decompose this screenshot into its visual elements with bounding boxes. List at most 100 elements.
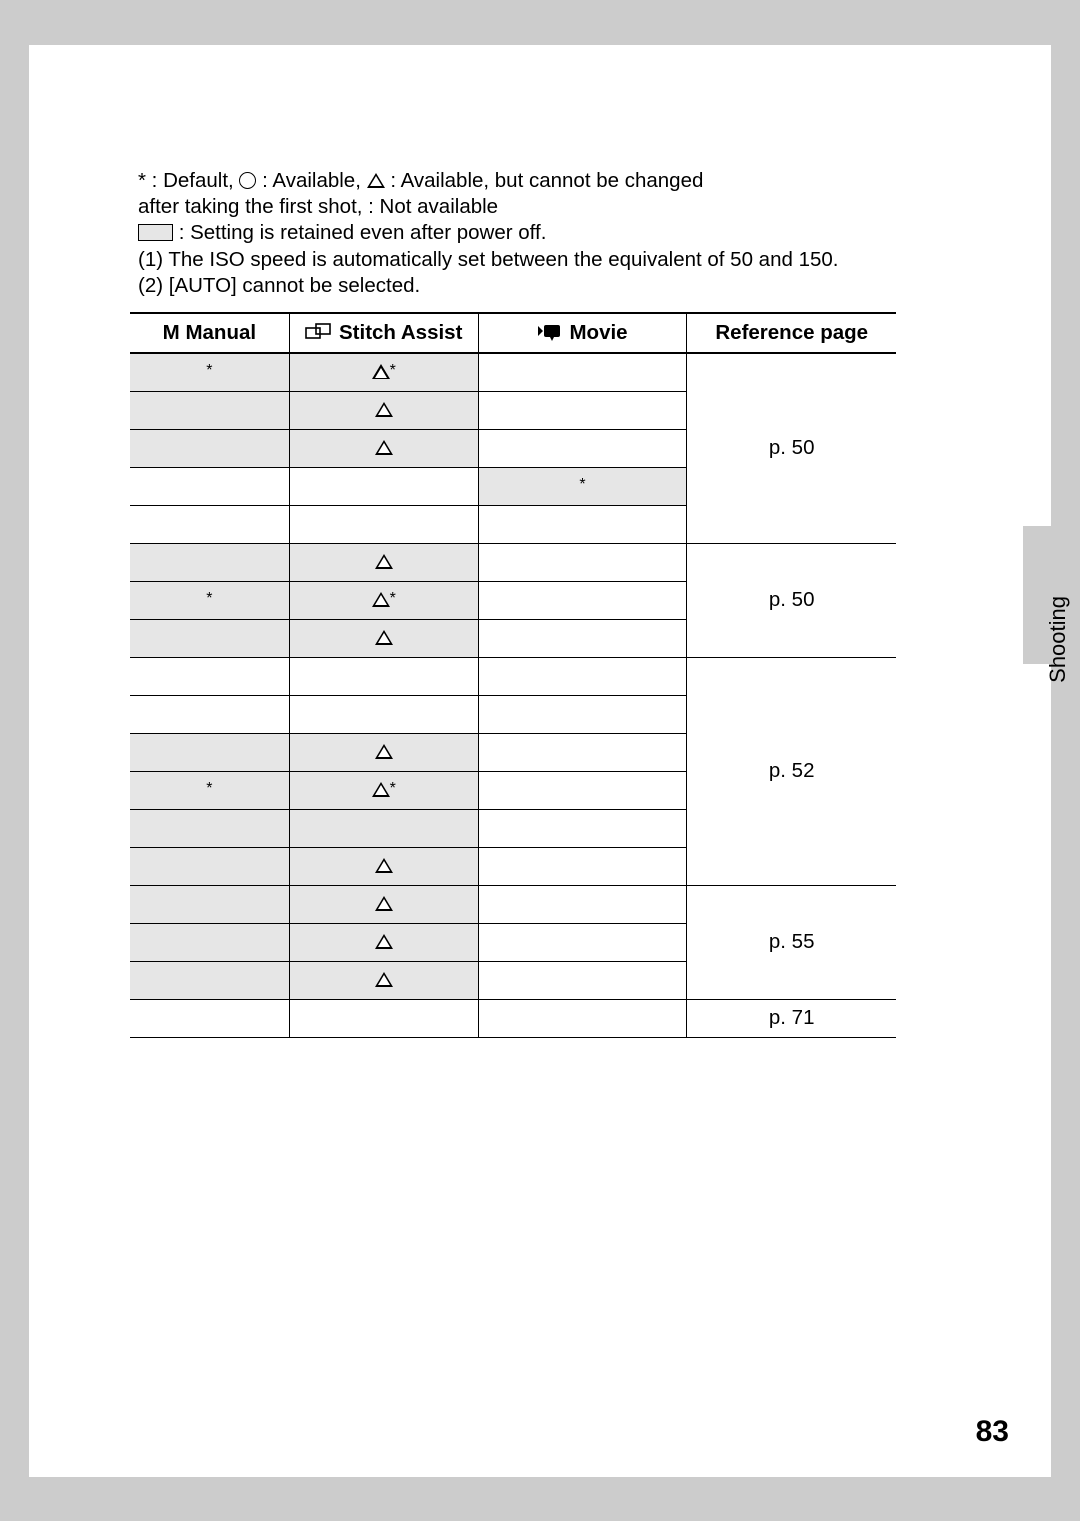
table-row: p. 52: [130, 657, 896, 695]
legend-line-3: : Setting is retained even after power o…: [138, 220, 843, 246]
cell-reference: p. 71: [687, 999, 896, 1037]
cell-stitch: [289, 619, 478, 657]
manual-mode-icon: M: [163, 321, 186, 344]
cell-movie: [478, 771, 687, 809]
page: * : Default, : Available, : Available, b…: [29, 45, 1051, 1477]
movie-icon: [537, 323, 563, 341]
cell-movie: [478, 429, 687, 467]
cell-stitch: *: [289, 581, 478, 619]
cell-movie: [478, 657, 687, 695]
header-text: Manual: [185, 321, 256, 344]
cell-manual: [130, 467, 289, 505]
cell-manual: [130, 543, 289, 581]
legend-text: : Available,: [262, 169, 366, 192]
legend-line-2: after taking the first shot, : Not avail…: [138, 194, 843, 220]
cell-manual: [130, 695, 289, 733]
reference-table: M Manual Stitch Assist Movie: [130, 312, 896, 1038]
header-reference: Reference page: [687, 313, 896, 353]
star-icon: *: [579, 476, 585, 493]
table-header-row: M Manual Stitch Assist Movie: [130, 313, 896, 353]
cell-movie: [478, 505, 687, 543]
star-icon: *: [390, 780, 396, 797]
cell-stitch: [289, 657, 478, 695]
cell-movie: [478, 353, 687, 391]
cell-stitch: *: [289, 353, 478, 391]
cell-movie: [478, 391, 687, 429]
star-icon: *: [206, 780, 212, 797]
note-1: (1) The ISO speed is automatically set b…: [138, 247, 843, 273]
triangle-icon: [375, 554, 393, 569]
cell-stitch: [289, 543, 478, 581]
legend-text: : Available, but cannot be changed: [390, 169, 703, 192]
triangle-icon: [375, 858, 393, 873]
cell-reference: p. 50: [687, 543, 896, 657]
legend-text: : Setting is retained even after power o…: [179, 221, 547, 244]
triangle-icon: [375, 972, 393, 987]
cell-movie: [478, 581, 687, 619]
side-tab-label: Shooting: [1045, 596, 1071, 683]
cell-manual: *: [130, 581, 289, 619]
header-stitch: Stitch Assist: [289, 313, 478, 353]
star-icon: *: [390, 362, 396, 379]
triangle-icon: [375, 630, 393, 645]
header-text: Movie: [569, 321, 627, 344]
triangle-icon: [367, 173, 385, 188]
cell-stitch: [289, 885, 478, 923]
legend-line-1: * : Default, : Available, : Available, b…: [138, 168, 843, 194]
cell-manual: *: [130, 353, 289, 391]
circle-icon: [239, 172, 256, 189]
triangle-icon: [372, 592, 390, 607]
table-row: p. 50: [130, 543, 896, 581]
cell-reference: p. 55: [687, 885, 896, 999]
cell-movie: [478, 961, 687, 999]
star-icon: *: [206, 590, 212, 607]
cell-movie: [478, 885, 687, 923]
table-row: p. 55: [130, 885, 896, 923]
table-row: p. 71: [130, 999, 896, 1037]
table-row: **p. 50: [130, 353, 896, 391]
header-manual: M Manual: [130, 313, 289, 353]
cell-manual: [130, 505, 289, 543]
cell-stitch: *: [289, 771, 478, 809]
stitch-assist-icon: [305, 323, 333, 341]
cell-manual: [130, 429, 289, 467]
cell-manual: [130, 923, 289, 961]
cell-movie: [478, 695, 687, 733]
cell-reference: p. 50: [687, 353, 896, 543]
cell-stitch: [289, 695, 478, 733]
legend: * : Default, : Available, : Available, b…: [138, 168, 843, 299]
cell-movie: [478, 923, 687, 961]
cell-movie: [478, 847, 687, 885]
header-movie: Movie: [478, 313, 687, 353]
cell-reference: p. 52: [687, 657, 896, 885]
cell-stitch: [289, 391, 478, 429]
cell-stitch: [289, 733, 478, 771]
cell-manual: [130, 885, 289, 923]
triangle-icon: [375, 896, 393, 911]
retain-icon: [138, 224, 173, 241]
table-body: **p. 50*p. 50**p. 52**p. 55p. 71: [130, 353, 896, 1037]
star-icon: *: [390, 590, 396, 607]
cell-movie: [478, 543, 687, 581]
cell-manual: [130, 809, 289, 847]
triangle-icon: [375, 934, 393, 949]
cell-movie: [478, 619, 687, 657]
triangle-icon: [375, 440, 393, 455]
cell-stitch: [289, 505, 478, 543]
triangle-icon: [372, 364, 390, 379]
legend-text: * : Default,: [138, 169, 239, 192]
cell-movie: [478, 999, 687, 1037]
cell-manual: [130, 619, 289, 657]
cell-manual: [130, 657, 289, 695]
cell-manual: [130, 733, 289, 771]
content-block: * : Default, : Available, : Available, b…: [138, 168, 843, 1038]
triangle-icon: [375, 744, 393, 759]
cell-stitch: [289, 999, 478, 1037]
side-tab: Shooting: [1023, 526, 1051, 664]
cell-stitch: [289, 809, 478, 847]
cell-stitch: [289, 847, 478, 885]
triangle-icon: [372, 782, 390, 797]
cell-stitch: [289, 961, 478, 999]
cell-movie: [478, 809, 687, 847]
cell-manual: [130, 961, 289, 999]
